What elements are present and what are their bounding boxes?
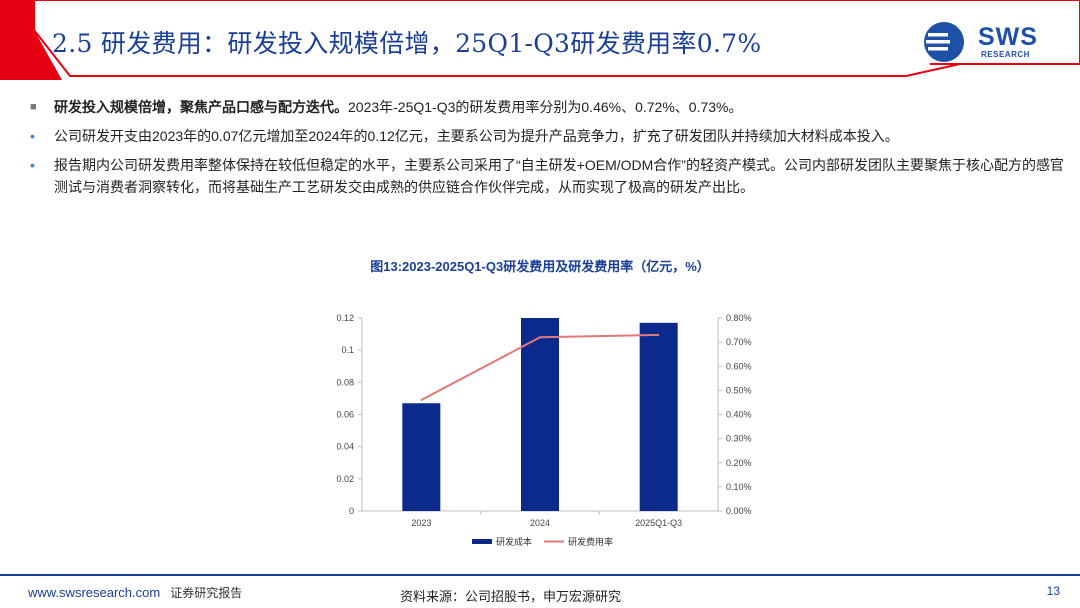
y-left-tick-label: 0.08 — [336, 377, 354, 387]
y-left-tick-label: 0 — [349, 506, 354, 516]
y-right-tick-label: 0.20% — [726, 458, 752, 468]
chart: 0 0.02 0.04 0.06 0.08 0.1 0.12 0.00% 0.10% 0.20% 0… — [336, 313, 752, 547]
y-left-tick-label: 0.04 — [336, 442, 354, 452]
footer-left: www.swsresearch.com 证券研究报告 — [28, 584, 242, 601]
y-right-tick-label: 0.00% — [726, 506, 752, 516]
x-tick-label: 2025Q1-Q3 — [635, 518, 682, 528]
bullet-text: 报告期内公司研发费用率整体保持在较低但稳定的水平，主要系公司采用了“自主研发+O… — [54, 157, 1064, 195]
y-right-tick-label: 0.10% — [726, 482, 752, 492]
bullet-dot-icon: • — [30, 157, 35, 173]
bullet-dot-icon: • — [30, 128, 35, 144]
bar — [639, 322, 678, 511]
line-point — [539, 336, 541, 339]
bullet-text: 2023年-25Q1-Q3的研发费用率分别为0.46%、0.72%、0.73%。 — [348, 99, 743, 115]
footer-divider — [0, 574, 1080, 576]
y-left-tick-label: 0.02 — [336, 474, 354, 484]
y-right-tick-label: 0.50% — [726, 385, 752, 395]
line-point — [420, 399, 423, 401]
bullet-text: 公司研发开支由2023年的0.07亿元增加至2024年的0.12亿元，主要系公司… — [54, 128, 899, 144]
bullet-list: ■ 研发投入规模倍增，聚焦产品口感与配方迭代。2023年-25Q1-Q3的研发费… — [28, 96, 1068, 205]
bullet-item: ■ 研发投入规模倍增，聚焦产品口感与配方迭代。2023年-25Q1-Q3的研发费… — [28, 96, 1068, 118]
x-tick-label: 2023 — [411, 518, 431, 528]
y-left-tick-label: 0.12 — [336, 313, 354, 323]
legend-bar-swatch — [472, 539, 492, 544]
footer-report-label: 证券研究报告 — [170, 586, 243, 600]
x-tick-label: 2024 — [530, 518, 550, 528]
sws-logo-icon — [924, 22, 964, 62]
header-red-corner — [0, 0, 62, 80]
bullet-item: • 公司研发开支由2023年的0.07亿元增加至2024年的0.12亿元，主要系… — [28, 125, 1068, 147]
page-number: 13 — [1046, 584, 1060, 598]
footer-source: 资料来源：公司招股书，申万宏源研究 — [400, 589, 622, 604]
bar — [521, 318, 559, 511]
line-point — [657, 334, 660, 336]
chart-title: 图13:2023-2025Q1-Q3研发费用及研发费用率（亿元，%） — [370, 259, 710, 274]
bullet-bold-text: 研发投入规模倍增，聚焦产品口感与配方迭代。 — [54, 99, 348, 115]
logo-subtext: RESEARCH — [981, 50, 1030, 59]
header-frame — [33, 0, 1080, 77]
y-right-tick-label: 0.60% — [726, 361, 752, 371]
logo-text: SWS — [978, 23, 1038, 51]
bar — [402, 403, 441, 511]
y-right-tick-label: 0.30% — [726, 434, 752, 444]
y-right-tick-label: 0.40% — [726, 410, 752, 420]
y-left-tick-label: 0.1 — [341, 345, 354, 355]
legend-label: 研发费用率 — [568, 536, 613, 547]
y-right-tick-label: 0.80% — [726, 313, 752, 323]
legend-label: 研发成本 — [496, 536, 532, 547]
y-left-tick-label: 0.06 — [336, 410, 354, 420]
bullet-item: • 报告期内公司研发费用率整体保持在较低但稳定的水平，主要系公司采用了“自主研发… — [28, 154, 1068, 198]
slide-title: 2.5 研发费用：研发投入规模倍增，25Q1-Q3研发费用率0.7% — [52, 29, 762, 58]
footer-url-link[interactable]: www.swsresearch.com — [28, 585, 161, 600]
bullet-square-icon: ■ — [30, 101, 37, 113]
header-decoration — [0, 0, 1080, 80]
y-right-tick-label: 0.70% — [726, 337, 752, 347]
